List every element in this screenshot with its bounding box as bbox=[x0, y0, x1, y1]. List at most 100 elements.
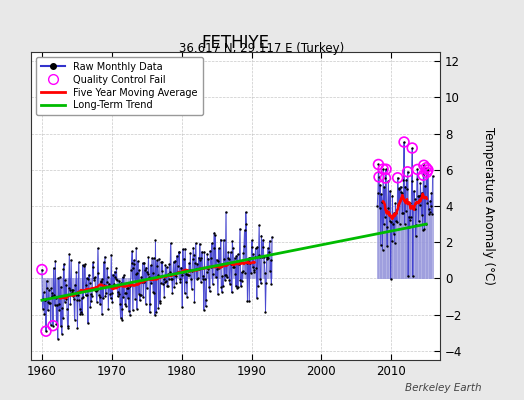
Point bbox=[87, 298, 95, 304]
Point bbox=[122, 303, 130, 309]
Point bbox=[181, 279, 190, 286]
Point bbox=[158, 258, 167, 265]
Point bbox=[56, 274, 64, 280]
Point bbox=[420, 162, 428, 168]
Point bbox=[127, 267, 135, 273]
Point bbox=[424, 167, 432, 173]
Point bbox=[421, 221, 430, 227]
Point bbox=[237, 283, 245, 290]
Point bbox=[90, 275, 98, 281]
Point bbox=[152, 263, 161, 269]
Point bbox=[405, 214, 413, 220]
Point bbox=[417, 192, 425, 198]
Point bbox=[210, 230, 219, 236]
Point bbox=[47, 285, 56, 292]
Point bbox=[193, 261, 202, 267]
Point bbox=[246, 254, 254, 261]
Point bbox=[100, 282, 108, 288]
Point bbox=[150, 289, 158, 296]
Point bbox=[73, 324, 82, 331]
Point bbox=[243, 298, 252, 304]
Point bbox=[162, 264, 171, 270]
Point bbox=[225, 256, 233, 262]
Point bbox=[138, 260, 147, 266]
Point bbox=[109, 272, 117, 278]
Point bbox=[214, 291, 222, 297]
Point bbox=[108, 298, 116, 305]
Point bbox=[148, 270, 157, 276]
Point bbox=[54, 301, 63, 308]
Point bbox=[390, 210, 398, 216]
Point bbox=[401, 183, 409, 190]
Point bbox=[228, 245, 237, 252]
Point bbox=[259, 236, 267, 243]
Point bbox=[195, 240, 204, 247]
Point bbox=[128, 307, 137, 314]
Point bbox=[103, 265, 111, 271]
Point bbox=[167, 240, 175, 246]
Point bbox=[95, 292, 103, 298]
Point bbox=[176, 276, 184, 282]
Point bbox=[116, 301, 124, 308]
Point bbox=[74, 292, 82, 298]
Point bbox=[62, 296, 70, 302]
Point bbox=[91, 287, 100, 293]
Point bbox=[163, 283, 171, 289]
Point bbox=[208, 240, 216, 246]
Point bbox=[140, 259, 149, 266]
Point bbox=[162, 278, 170, 284]
Point bbox=[129, 265, 137, 272]
Point bbox=[80, 262, 89, 269]
Point bbox=[196, 257, 204, 263]
Point bbox=[81, 261, 89, 268]
Point bbox=[83, 275, 91, 281]
Point bbox=[415, 192, 423, 199]
Point bbox=[383, 243, 391, 250]
Point bbox=[237, 269, 246, 276]
Point bbox=[407, 214, 415, 220]
Point bbox=[374, 161, 383, 168]
Point bbox=[46, 300, 54, 306]
Point bbox=[118, 274, 127, 281]
Point bbox=[59, 266, 68, 273]
Point bbox=[135, 267, 144, 274]
Point bbox=[66, 301, 74, 307]
Point bbox=[141, 266, 149, 273]
Point bbox=[154, 272, 162, 278]
Point bbox=[221, 272, 230, 278]
Point bbox=[224, 248, 233, 255]
Point bbox=[85, 272, 93, 278]
Point bbox=[213, 266, 221, 272]
Point bbox=[394, 174, 402, 181]
Point bbox=[184, 272, 192, 279]
Point bbox=[374, 161, 383, 168]
Point bbox=[57, 323, 65, 330]
Point bbox=[83, 292, 92, 298]
Point bbox=[180, 290, 189, 296]
Point bbox=[235, 260, 244, 267]
Point bbox=[42, 328, 50, 334]
Point bbox=[181, 245, 189, 252]
Point bbox=[134, 290, 143, 297]
Point bbox=[94, 270, 103, 276]
Point bbox=[118, 316, 126, 323]
Point bbox=[160, 294, 168, 300]
Text: 36.617 N, 29.117 E (Turkey): 36.617 N, 29.117 E (Turkey) bbox=[179, 42, 345, 55]
Point bbox=[427, 190, 435, 196]
Point bbox=[176, 279, 184, 286]
Point bbox=[113, 293, 122, 300]
Point bbox=[171, 258, 179, 264]
Point bbox=[45, 300, 53, 307]
Point bbox=[112, 276, 120, 282]
Point bbox=[379, 221, 388, 228]
Point bbox=[172, 273, 180, 279]
Point bbox=[173, 253, 181, 259]
Point bbox=[133, 270, 141, 276]
Point bbox=[155, 256, 163, 262]
Point bbox=[51, 258, 60, 264]
Point bbox=[222, 209, 230, 215]
Point bbox=[403, 186, 411, 192]
Point bbox=[179, 269, 188, 275]
Point bbox=[204, 256, 213, 262]
Point bbox=[409, 205, 418, 211]
